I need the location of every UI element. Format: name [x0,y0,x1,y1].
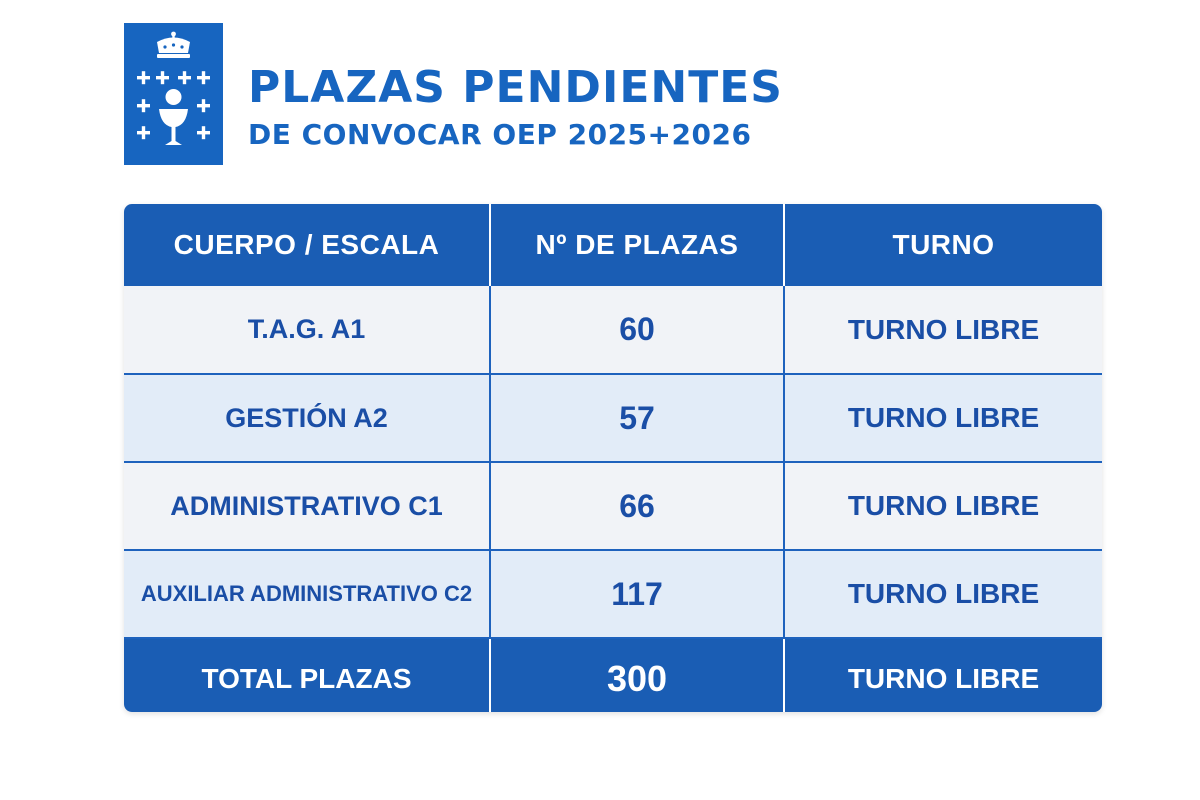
cell-turno: TURNO LIBRE [784,550,1102,639]
total-turno: TURNO LIBRE [784,638,1102,712]
cell-plazas: 60 [490,286,785,375]
cell-cuerpo: GESTIÓN A2 [124,374,491,463]
cell-turno: TURNO LIBRE [784,286,1102,375]
cell-plazas: 57 [490,374,785,463]
crosses-pattern [137,71,210,140]
chalice-graphic [159,89,188,145]
title-line-1: PLAZAS PENDIENTES [248,62,783,113]
plazas-table: CUERPO / ESCALA Nº DE PLAZAS TURNO T.A.G… [124,204,1102,712]
cell-plazas: 117 [490,550,785,639]
table-row: T.A.G. A1 60 TURNO LIBRE [124,286,1102,375]
table-total-row: TOTAL PLAZAS 300 TURNO LIBRE [124,638,1102,712]
cell-turno: TURNO LIBRE [784,462,1102,551]
column-header-turno: TURNO [784,204,1102,286]
galicia-coat-of-arms-icon [124,23,223,165]
table-row: GESTIÓN A2 57 TURNO LIBRE [124,374,1102,463]
cell-turno: TURNO LIBRE [784,374,1102,463]
column-header-cuerpo: CUERPO / ESCALA [124,204,491,286]
cell-cuerpo: ADMINISTRATIVO C1 [124,462,491,551]
total-label: TOTAL PLAZAS [124,638,491,712]
cell-cuerpo: T.A.G. A1 [124,286,491,375]
coat-of-arms-graphic [137,31,210,145]
page-title: PLAZAS PENDIENTES DE CONVOCAR OEP 2025+2… [248,60,868,154]
table-header-row: CUERPO / ESCALA Nº DE PLAZAS TURNO [124,204,1102,286]
table-row: AUXILIAR ADMINISTRATIVO C2 117 TURNO LIB… [124,550,1102,639]
table-row: ADMINISTRATIVO C1 66 TURNO LIBRE [124,462,1102,551]
cell-cuerpo: AUXILIAR ADMINISTRATIVO C2 [124,550,491,639]
total-plazas: 300 [490,638,785,712]
column-header-plazas: Nº DE PLAZAS [490,204,785,286]
title-line-2: DE CONVOCAR OEP 2025+2026 [248,118,752,151]
cell-plazas: 66 [490,462,785,551]
